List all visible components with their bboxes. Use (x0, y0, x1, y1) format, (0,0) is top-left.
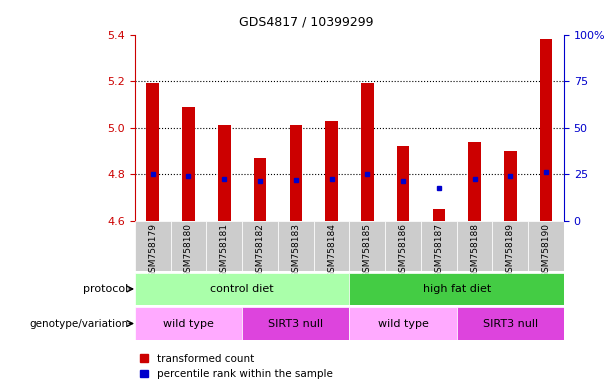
Text: genotype/variation: genotype/variation (29, 318, 129, 329)
Bar (540, 39, 552, 221)
FancyBboxPatch shape (457, 221, 492, 271)
FancyBboxPatch shape (242, 221, 278, 271)
Text: wild type: wild type (378, 318, 428, 329)
Text: SIRT3 null: SIRT3 null (268, 318, 323, 329)
Text: GSM758180: GSM758180 (184, 223, 193, 278)
Bar (397, 146, 409, 221)
FancyBboxPatch shape (385, 221, 421, 271)
Text: wild type: wild type (163, 318, 214, 329)
Text: control diet: control diet (210, 284, 274, 294)
FancyBboxPatch shape (135, 273, 349, 305)
FancyBboxPatch shape (349, 307, 457, 340)
Bar (147, 83, 159, 221)
Text: GSM758182: GSM758182 (256, 223, 265, 278)
Text: GSM758187: GSM758187 (434, 223, 443, 278)
FancyBboxPatch shape (278, 221, 314, 271)
Text: protocol: protocol (83, 284, 129, 294)
FancyBboxPatch shape (135, 221, 170, 271)
FancyBboxPatch shape (207, 221, 242, 271)
FancyBboxPatch shape (492, 221, 528, 271)
Text: GSM758179: GSM758179 (148, 223, 158, 278)
Text: GSM758181: GSM758181 (219, 223, 229, 278)
FancyBboxPatch shape (242, 307, 349, 340)
Bar (361, 83, 373, 221)
FancyBboxPatch shape (457, 307, 564, 340)
Text: GSM758185: GSM758185 (363, 223, 372, 278)
Bar (504, 151, 517, 221)
Text: GSM758189: GSM758189 (506, 223, 515, 278)
Text: GSM758190: GSM758190 (541, 223, 550, 278)
Bar (218, 125, 230, 221)
Text: SIRT3 null: SIRT3 null (483, 318, 538, 329)
Bar (468, 142, 481, 221)
Bar (326, 121, 338, 221)
Bar (433, 209, 445, 221)
Bar (289, 125, 302, 221)
Legend: transformed count, percentile rank within the sample: transformed count, percentile rank withi… (140, 354, 333, 379)
Text: GSM758184: GSM758184 (327, 223, 336, 278)
FancyBboxPatch shape (314, 221, 349, 271)
Text: GDS4817 / 10399299: GDS4817 / 10399299 (239, 15, 374, 28)
Bar (182, 107, 195, 221)
Text: GSM758188: GSM758188 (470, 223, 479, 278)
Text: GSM758186: GSM758186 (398, 223, 408, 278)
FancyBboxPatch shape (528, 221, 564, 271)
FancyBboxPatch shape (135, 307, 242, 340)
FancyBboxPatch shape (421, 221, 457, 271)
FancyBboxPatch shape (349, 273, 564, 305)
Bar (254, 158, 266, 221)
Text: GSM758183: GSM758183 (291, 223, 300, 278)
Text: high fat diet: high fat diet (422, 284, 491, 294)
FancyBboxPatch shape (349, 221, 385, 271)
FancyBboxPatch shape (170, 221, 207, 271)
